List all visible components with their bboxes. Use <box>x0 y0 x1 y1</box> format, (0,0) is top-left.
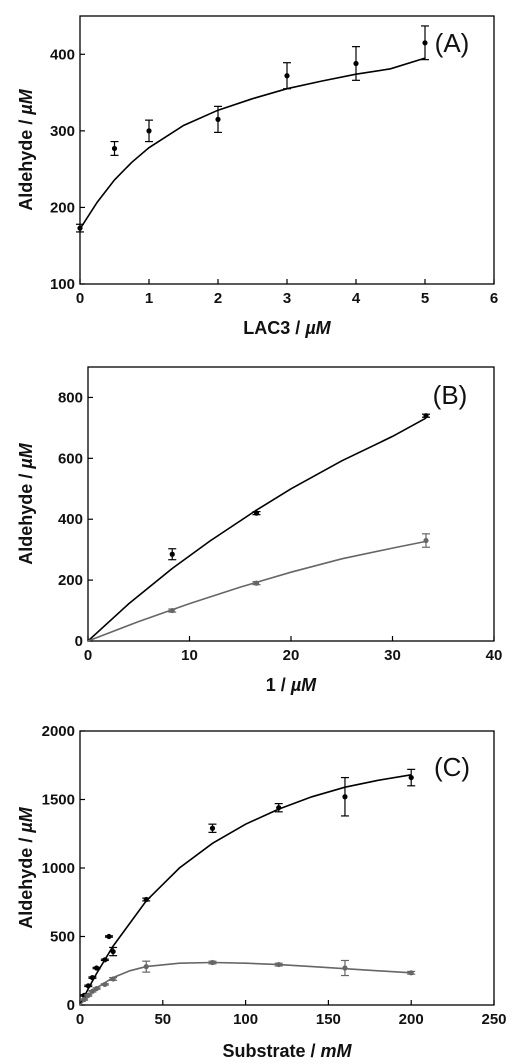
data-point <box>110 976 116 982</box>
data-point <box>353 60 359 67</box>
y-tick-label: 1000 <box>42 860 75 877</box>
data-point <box>209 959 216 966</box>
y-axis-label: Aldehyde / µM <box>16 442 36 564</box>
series-1 <box>79 768 416 1006</box>
x-axis-label: LAC3 / µM <box>243 318 331 338</box>
x-tick-label: 150 <box>316 1011 341 1028</box>
data-point <box>169 607 175 614</box>
fit-curve <box>79 961 412 1006</box>
data-point <box>253 580 260 586</box>
data-point <box>276 805 282 811</box>
plot-frame <box>79 15 495 285</box>
x-tick-label: 30 <box>384 647 401 664</box>
data-point <box>85 983 91 989</box>
data-point <box>106 933 112 940</box>
data-point <box>81 992 87 999</box>
y-axis-label: Aldehyde / µM <box>16 806 36 928</box>
data-point <box>81 996 87 1003</box>
x-tick-label: 10 <box>181 647 198 664</box>
fit-curve <box>79 57 426 230</box>
y-tick-label: 0 <box>75 633 83 650</box>
x-tick-label: 100 <box>233 1011 258 1028</box>
x-axis-label: 1 / µM <box>266 675 317 695</box>
series-1 <box>76 25 429 233</box>
data-point <box>143 896 149 903</box>
data-point <box>215 116 221 122</box>
y-tick-label: 1500 <box>42 792 75 809</box>
data-point <box>85 992 91 999</box>
x-axis-label: Substrate / mM <box>222 1041 352 1061</box>
data-point <box>89 975 96 981</box>
series-2 <box>79 959 416 1006</box>
x-tick-label: 20 <box>283 647 300 664</box>
y-tick-label: 400 <box>50 46 75 63</box>
x-tick-label: 0 <box>84 647 92 664</box>
x-tick-label: 250 <box>481 1011 506 1028</box>
y-tick-label: 0 <box>67 997 75 1014</box>
data-point <box>93 985 100 992</box>
y-tick-label: 800 <box>58 389 83 406</box>
data-point <box>422 40 428 46</box>
y-tick-label: 400 <box>58 511 83 528</box>
data-point <box>102 981 108 988</box>
data-point <box>102 957 108 963</box>
data-point <box>408 970 414 976</box>
x-tick-label: 2 <box>214 290 222 307</box>
series-2 <box>87 533 430 642</box>
series-1 <box>87 413 430 642</box>
chart-panel-1: 0 1 2 3 4 5 6 100 200 300 400 LAC3 / µM Aldehyde / µ… <box>16 15 498 338</box>
data-point <box>408 774 414 781</box>
data-point <box>209 825 216 831</box>
chart-panel-3: 0 50 100 150 200 250 0 500 1000 1500 2000 Substrate… <box>16 723 507 1061</box>
x-tick-label: 50 <box>154 1011 171 1028</box>
y-tick-label: 2000 <box>42 723 75 740</box>
x-tick-label: 40 <box>486 647 503 664</box>
data-point <box>276 961 282 968</box>
data-point <box>111 145 118 152</box>
plot-frame <box>79 730 495 1006</box>
y-tick-label: 600 <box>58 450 83 467</box>
panel-label: (B) <box>433 380 468 410</box>
y-tick-label: 500 <box>50 929 75 946</box>
y-tick-label: 200 <box>58 572 83 589</box>
data-point <box>89 988 96 994</box>
x-tick-label: 0 <box>76 290 84 307</box>
data-point <box>423 537 429 544</box>
data-point <box>284 73 290 79</box>
y-tick-label: 300 <box>50 123 75 140</box>
fit-curve <box>87 417 427 642</box>
data-point <box>342 794 348 800</box>
x-tick-label: 1 <box>145 290 153 307</box>
data-point <box>146 128 152 134</box>
y-tick-label: 200 <box>50 199 75 216</box>
data-point <box>423 413 429 419</box>
panel-label: (A) <box>435 28 470 58</box>
x-tick-label: 4 <box>352 290 361 307</box>
data-point <box>169 551 175 557</box>
data-point <box>253 510 260 516</box>
x-tick-label: 5 <box>421 290 429 307</box>
x-tick-label: 6 <box>490 290 498 307</box>
data-point <box>143 964 149 970</box>
data-point <box>342 965 348 971</box>
data-point <box>110 948 116 955</box>
y-tick-label: 100 <box>50 276 75 293</box>
data-point <box>93 965 100 971</box>
x-tick-label: 0 <box>76 1011 84 1028</box>
x-tick-label: 200 <box>399 1011 424 1028</box>
x-tick-label: 3 <box>283 290 291 307</box>
fit-curve <box>87 540 427 642</box>
data-point <box>77 225 83 231</box>
panel-label: (C) <box>434 752 470 782</box>
y-axis-label: Aldehyde / µM <box>16 88 36 210</box>
